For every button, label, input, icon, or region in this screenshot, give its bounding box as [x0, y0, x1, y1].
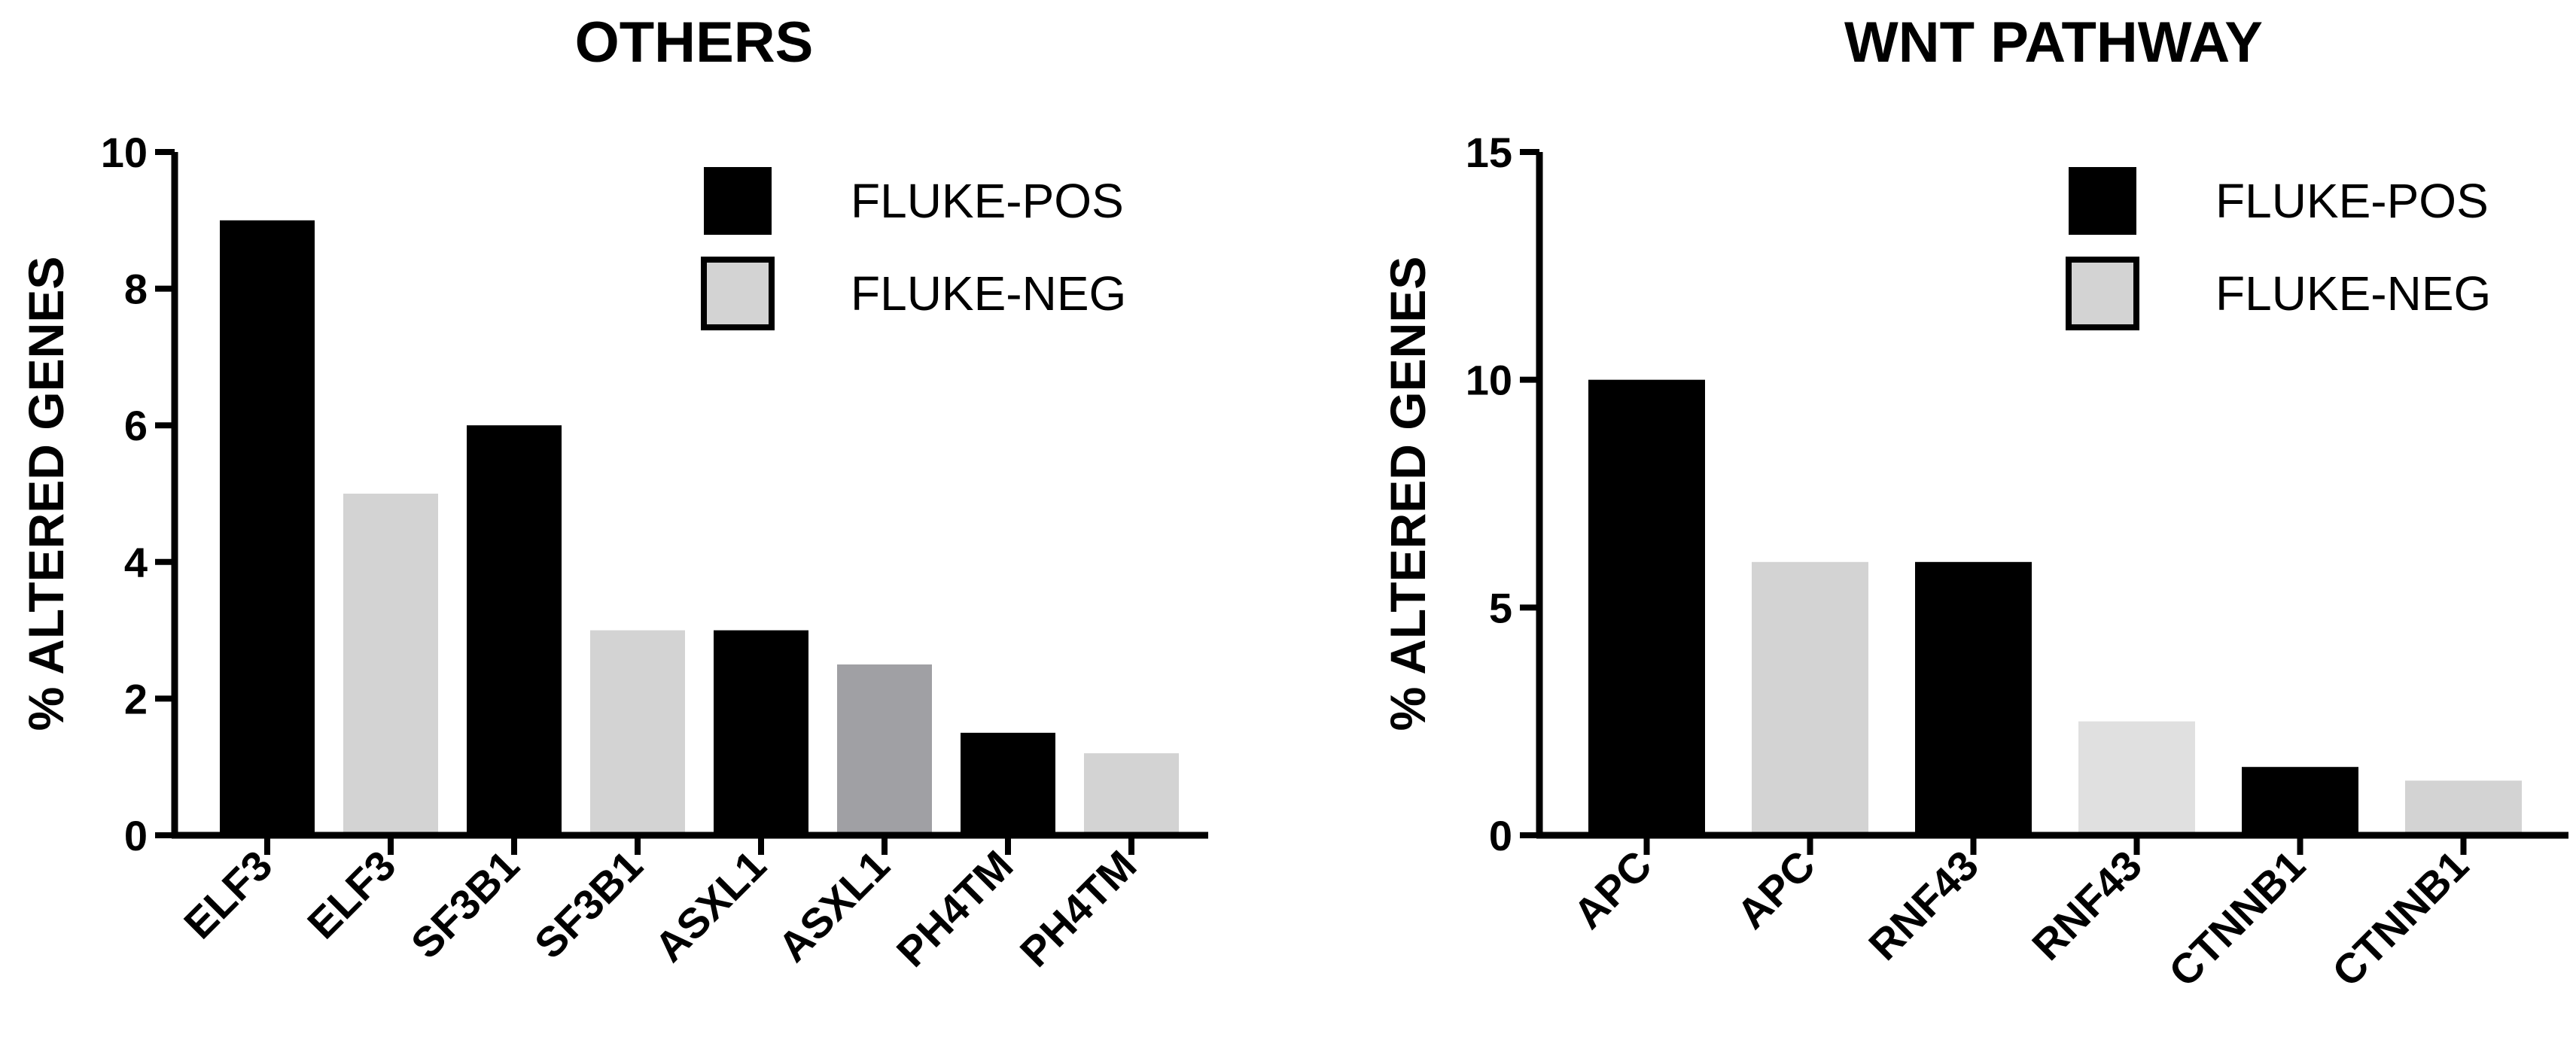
bar	[1752, 561, 1868, 835]
legend-swatch	[2069, 167, 2136, 235]
x-tick-label: RNF43	[2023, 841, 2151, 969]
bar	[1915, 561, 2032, 835]
legend-swatch	[2066, 257, 2139, 330]
x-tick-label: ASXL1	[645, 841, 775, 971]
bar	[837, 664, 932, 835]
bar	[961, 732, 1055, 835]
bar	[1588, 379, 1705, 836]
chart-panel-1: WNT PATHWAY % ALTERED GENES 0 5 10 15 APC APC RN…	[1380, 11, 2568, 996]
bar	[343, 494, 438, 835]
x-tick-label: PH4TM	[1011, 841, 1146, 976]
x-tick-label: ELF3	[298, 841, 404, 947]
bar	[467, 425, 562, 835]
y-tick-label: 10	[101, 129, 148, 176]
legend-swatch	[701, 257, 775, 330]
bar	[714, 630, 808, 835]
y-tick-label: 8	[124, 266, 148, 313]
bar	[2242, 767, 2358, 835]
x-tick-label: ASXL1	[769, 841, 898, 971]
y-axis-label: % ALTERED GENES	[18, 257, 74, 731]
chart-title: OTHERS	[575, 11, 814, 74]
y-tick-label: 5	[1489, 584, 1512, 631]
legend-label: FLUKE-NEG	[851, 266, 1126, 321]
x-tick-label: SF3B1	[525, 841, 652, 968]
x-tick-label: PH4TM	[888, 841, 1022, 976]
bar	[1084, 753, 1179, 835]
x-tick-label: CTNNB1	[2323, 841, 2477, 996]
chart-title: WNT PATHWAY	[1844, 11, 2263, 74]
legend-label: FLUKE-POS	[851, 174, 1124, 228]
legend-swatch	[704, 167, 772, 235]
y-tick-label: 6	[124, 402, 148, 449]
y-tick-label: 0	[124, 812, 148, 859]
x-tick-label: APC	[1728, 841, 1824, 938]
legend-label: FLUKE-NEG	[2215, 266, 2491, 321]
x-tick-label: ELF3	[175, 841, 281, 947]
y-tick-label: 10	[1466, 357, 1512, 404]
bar	[220, 220, 315, 835]
bar	[2405, 780, 2522, 835]
y-axis-label: % ALTERED GENES	[1380, 257, 1436, 731]
y-tick-label: 2	[124, 675, 148, 722]
y-tick-label: 0	[1489, 812, 1512, 859]
x-tick-label: CTNNB1	[2160, 841, 2314, 996]
x-tick-label: RNF43	[1859, 841, 1987, 969]
legend-label: FLUKE-POS	[2215, 174, 2489, 228]
y-tick-label: 4	[124, 539, 148, 586]
bar	[2078, 721, 2195, 835]
x-tick-label: SF3B1	[402, 841, 528, 968]
y-tick-label: 15	[1466, 129, 1512, 176]
x-tick-label: APC	[1564, 841, 1661, 938]
bar	[590, 630, 685, 835]
